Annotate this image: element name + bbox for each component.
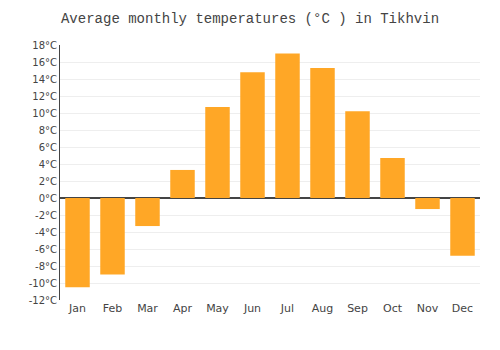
svg-text:Feb: Feb — [103, 302, 122, 315]
svg-text:-4°C: -4°C — [35, 227, 57, 238]
svg-text:2°C: 2°C — [39, 176, 57, 187]
svg-text:16°C: 16°C — [32, 57, 57, 68]
svg-text:Jul: Jul — [280, 302, 294, 315]
svg-text:12°C: 12°C — [32, 91, 57, 102]
svg-text:-10°C: -10°C — [29, 278, 57, 289]
svg-text:Mar: Mar — [137, 302, 158, 315]
svg-text:-8°C: -8°C — [35, 261, 57, 272]
svg-text:-2°C: -2°C — [35, 210, 57, 221]
svg-text:Jun: Jun — [243, 302, 261, 315]
svg-text:Jan: Jan — [68, 302, 86, 315]
svg-text:Apr: Apr — [173, 302, 193, 315]
svg-text:4°C: 4°C — [39, 159, 57, 170]
svg-text:Aug: Aug — [312, 302, 333, 315]
svg-text:-12°C: -12°C — [29, 295, 57, 306]
svg-text:0°C: 0°C — [39, 193, 57, 204]
svg-text:10°C: 10°C — [32, 108, 57, 119]
svg-text:-6°C: -6°C — [35, 244, 57, 255]
svg-text:Oct: Oct — [383, 302, 403, 315]
svg-text:6°C: 6°C — [39, 142, 57, 153]
svg-text:Nov: Nov — [417, 302, 439, 315]
svg-text:18°C: 18°C — [32, 40, 57, 51]
svg-text:Average monthly temperatures (: Average monthly temperatures (°C ) in Ti… — [61, 11, 439, 27]
svg-text:8°C: 8°C — [39, 125, 57, 136]
svg-text:Sep: Sep — [347, 302, 368, 315]
svg-text:Dec: Dec — [452, 302, 473, 315]
svg-text:May: May — [206, 302, 229, 315]
svg-text:14°C: 14°C — [32, 74, 57, 85]
